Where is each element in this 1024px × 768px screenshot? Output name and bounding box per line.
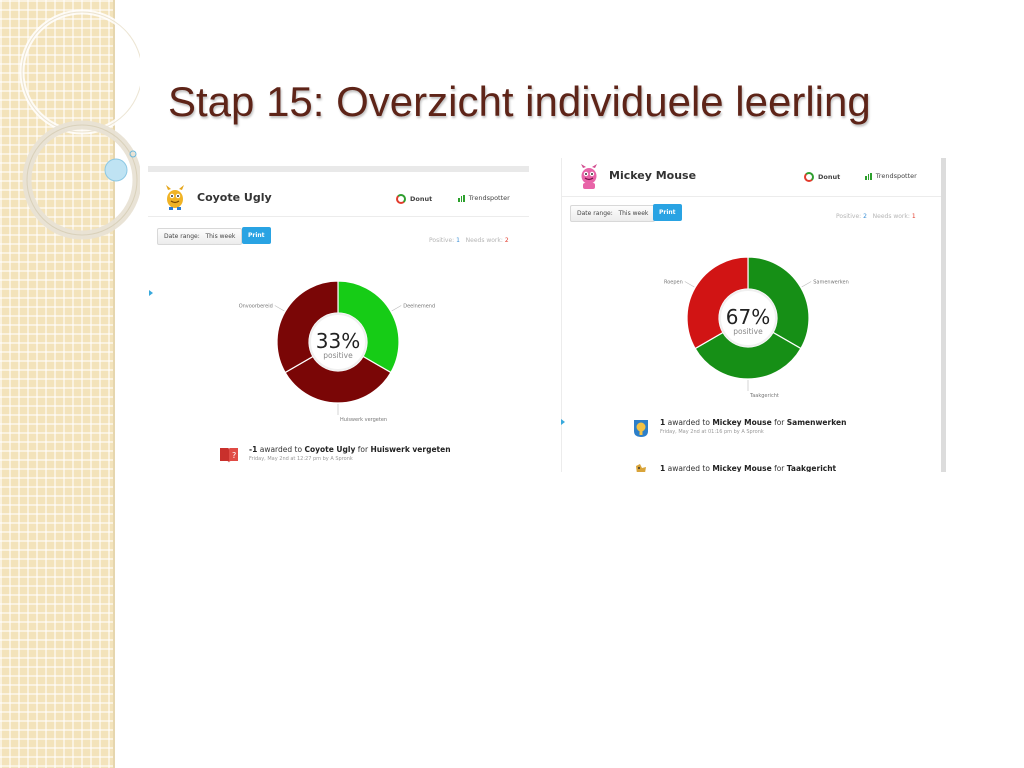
report-header: Mickey Mouse Donut Trendspotter <box>562 158 941 197</box>
tab-donut[interactable]: Donut <box>804 172 840 182</box>
behavior-stats: Positive: 1 Needs work: 2 <box>429 237 509 244</box>
scroll-left-arrow-icon <box>561 419 565 425</box>
yellow-monster-icon <box>166 185 184 210</box>
svg-text:?: ? <box>232 451 236 460</box>
date-range-select[interactable]: Date range: This week <box>570 205 656 222</box>
homework-book-icon: ? <box>219 446 239 468</box>
award-entry: -1 awarded to Coyote Ugly for Huiswerk v… <box>249 445 451 462</box>
print-button[interactable]: Print <box>653 204 682 221</box>
donut-segment-label: Deelnemend <box>403 304 435 310</box>
on-task-badge-icon <box>633 462 649 472</box>
donut-icon <box>804 172 814 182</box>
donut-segment-label: Samenwerken <box>813 280 849 286</box>
student-report-coyote-ugly: Coyote Ugly Donut Trendspotter Date rang… <box>148 166 529 478</box>
donut-percent: 33% <box>316 329 360 353</box>
decorative-sidebar <box>0 0 115 768</box>
donut-center <box>719 289 777 347</box>
tab-trendspotter[interactable]: Trendspotter <box>865 172 917 180</box>
student-name: Mickey Mouse <box>609 169 697 182</box>
pink-monster-icon <box>581 164 597 189</box>
donut-segment-label: Huiswerk vergeten <box>340 417 387 423</box>
donut-percent: 67% <box>726 305 770 329</box>
donut-segment-label: Onvoorbereid <box>239 304 273 310</box>
slide-title: Stap 15: Overzicht individuele leerling <box>168 78 871 125</box>
behavior-stats: Positive: 2 Needs work: 1 <box>836 213 916 220</box>
award-entry: 1 awarded to Mickey Mouse for Samenwerke… <box>660 418 847 435</box>
donut-center <box>309 313 367 371</box>
report-header: Coyote Ugly Donut Trendspotter <box>148 172 529 217</box>
teamwork-badge-icon <box>632 418 650 442</box>
donut-leader-line <box>801 281 812 288</box>
behavior-donut-chart: Deelnemend Huiswerk vergeten Onvoorbereid 3… <box>239 280 435 423</box>
scroll-left-arrow-icon <box>149 290 153 296</box>
tab-trendspotter[interactable]: Trendspotter <box>458 194 510 202</box>
donut-segment-label: Roepen <box>664 280 683 286</box>
bar-chart-icon <box>458 194 465 202</box>
donut-leader-line <box>684 281 695 288</box>
donut-caption: positive <box>733 327 763 336</box>
tab-donut[interactable]: Donut <box>396 194 432 204</box>
donut-icon <box>396 194 406 204</box>
bar-chart-icon <box>865 172 872 180</box>
date-range-select[interactable]: Date range: This week <box>157 228 243 245</box>
student-name: Coyote Ugly <box>197 191 272 204</box>
print-button[interactable]: Print <box>242 227 271 244</box>
behavior-donut-chart: Samenwerken Taakgericht Roepen 67%positive <box>664 256 849 399</box>
donut-segment-label: Taakgericht <box>749 393 779 399</box>
award-entry: 1 awarded to Mickey Mouse for Taakgerich… <box>660 464 837 472</box>
donut-leader-line <box>274 305 285 312</box>
donut-leader-line <box>391 305 402 312</box>
student-report-mickey-mouse: Mickey Mouse Donut Trendspotter Date ran… <box>561 158 946 472</box>
donut-caption: positive <box>323 351 353 360</box>
